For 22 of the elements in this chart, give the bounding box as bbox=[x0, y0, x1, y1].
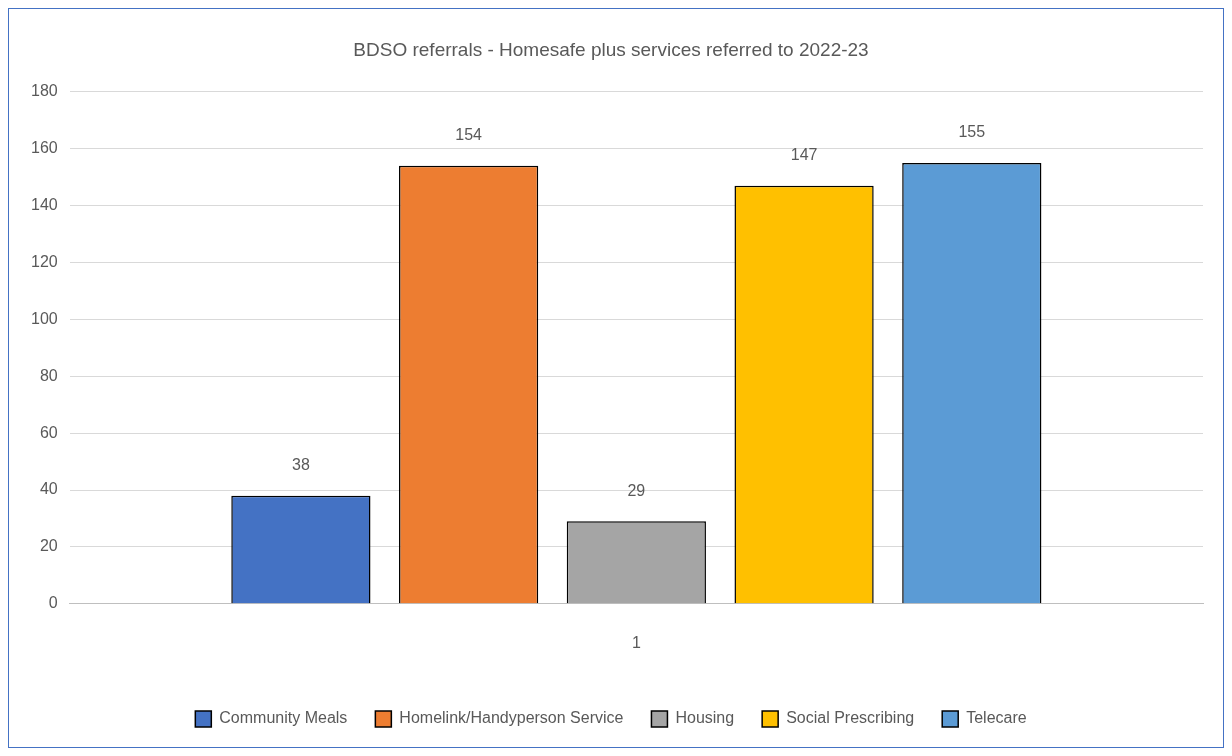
legend-label: Homelink/Handyperson Service bbox=[399, 709, 624, 727]
y-tick-label: 100 bbox=[30, 309, 58, 327]
data-label: 38 bbox=[291, 456, 310, 474]
y-tick-label: 160 bbox=[30, 139, 58, 157]
data-label: 29 bbox=[627, 481, 646, 499]
y-tick-label: 60 bbox=[39, 423, 58, 441]
data-label: 147 bbox=[790, 146, 818, 164]
legend-label: Social Prescribing bbox=[786, 709, 915, 727]
legend-label: Community Meals bbox=[219, 709, 348, 727]
y-tick-label: 0 bbox=[48, 594, 58, 612]
y-tick-label: 140 bbox=[30, 195, 58, 213]
y-tick-label: 80 bbox=[39, 366, 58, 384]
data-label: 154 bbox=[455, 126, 483, 144]
y-tick-label: 20 bbox=[39, 537, 58, 555]
legend-label: Telecare bbox=[966, 709, 1027, 727]
chart-title: BDSO referrals - Homesafe plus services referred to 2022-23 bbox=[353, 38, 869, 60]
y-tick-label: 120 bbox=[30, 252, 58, 270]
legend-label: Housing bbox=[675, 709, 735, 727]
x-tick-label: 1 bbox=[631, 633, 641, 651]
data-label: 155 bbox=[958, 123, 986, 141]
y-tick-label: 40 bbox=[39, 480, 58, 498]
y-tick-label: 180 bbox=[30, 82, 58, 100]
